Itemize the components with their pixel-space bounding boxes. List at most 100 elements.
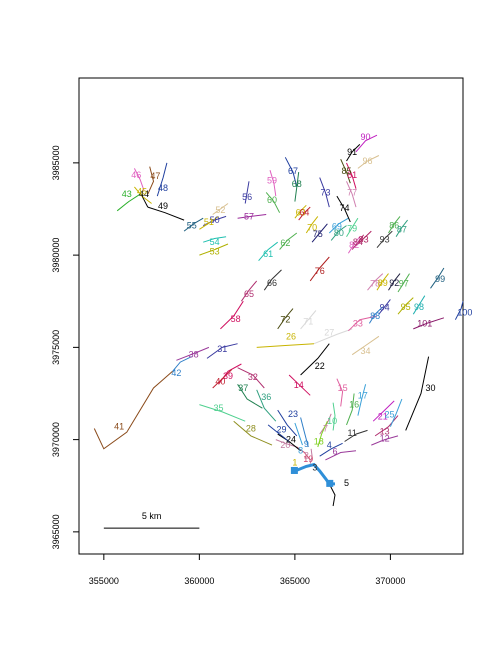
reach-64-line xyxy=(298,206,311,221)
reach-35-label: 35 xyxy=(213,403,223,413)
reach-81-label: 81 xyxy=(347,170,357,180)
reach-98-line xyxy=(412,295,426,315)
reach-60-line xyxy=(265,192,281,213)
reach-62-line xyxy=(279,232,298,250)
reach-12-line xyxy=(371,435,399,446)
reach-22-label: 22 xyxy=(315,361,325,371)
reach-96-label: 96 xyxy=(362,156,372,166)
reach-22-line xyxy=(300,343,330,376)
reach-8-line xyxy=(294,422,303,446)
reach-89-label: 89 xyxy=(378,278,388,288)
reach-30-label: 30 xyxy=(426,383,436,393)
reach-48-line xyxy=(156,162,168,197)
reach-56-label: 56 xyxy=(242,192,252,202)
reach-95-label: 95 xyxy=(401,302,411,312)
reach-72-label: 72 xyxy=(280,315,290,325)
reach-73-label: 73 xyxy=(320,187,330,197)
x-tick-label: 355000 xyxy=(89,576,119,586)
reach-62-label: 62 xyxy=(280,238,290,248)
reach-13-label: 13 xyxy=(380,426,390,436)
y-tick-label: 3975000 xyxy=(51,330,61,365)
y-tick-label: 3970000 xyxy=(51,422,61,457)
reach-53-label: 53 xyxy=(210,246,220,256)
reach-43-label: 43 xyxy=(122,189,132,199)
reach-14-line xyxy=(288,374,311,396)
reach-78-line xyxy=(367,273,384,291)
reach-94-line xyxy=(378,299,391,315)
reach-86-line xyxy=(388,216,401,234)
reach-13-line xyxy=(374,415,399,437)
reach-59-label: 59 xyxy=(267,175,277,185)
reach-70-label: 70 xyxy=(307,222,317,232)
reach-45-line xyxy=(134,186,152,204)
reach-87-label: 87 xyxy=(397,224,407,234)
reach-68-label: 68 xyxy=(292,179,302,189)
reach-29-label: 29 xyxy=(276,424,286,434)
reach-85-line xyxy=(340,158,351,184)
reach-28-line xyxy=(233,420,273,446)
reach-94-label: 94 xyxy=(380,303,390,313)
reach-3-label: 3 xyxy=(312,462,317,472)
reach-23-label: 23 xyxy=(288,409,298,419)
reach-40-line xyxy=(212,369,233,389)
reach-15-label: 15 xyxy=(338,383,348,393)
x-axis: 355000 360000 365000 370000 xyxy=(89,554,405,586)
reach-11-label: 11 xyxy=(348,428,357,438)
reach-100-label: 100 xyxy=(457,307,472,317)
reach-39-label: 39 xyxy=(223,371,233,381)
reach-88-label: 88 xyxy=(370,311,380,321)
reach-93-line xyxy=(376,230,393,249)
reach-28-label: 28 xyxy=(246,424,256,434)
reach-64-label: 64 xyxy=(299,208,309,218)
reach-86-label: 86 xyxy=(389,221,399,231)
reach-75-line xyxy=(311,223,328,243)
reach-84-label: 84 xyxy=(353,237,363,247)
reach-101-line xyxy=(413,317,445,330)
reach-78-label: 78 xyxy=(370,279,380,289)
reach-17-label: 17 xyxy=(358,390,368,400)
reach-79-label: 79 xyxy=(347,223,357,233)
reach-42-line xyxy=(172,356,192,372)
reach-31-label: 31 xyxy=(217,344,227,354)
reach-52-label: 52 xyxy=(215,205,225,215)
reach-58-label: 58 xyxy=(231,314,241,324)
reach-87-line xyxy=(395,219,408,237)
reach-18-line xyxy=(317,420,328,448)
reach-8-label: 8 xyxy=(298,446,303,456)
reach-74-line xyxy=(336,195,351,223)
reach-5-line xyxy=(328,483,336,507)
reach-77-label: 77 xyxy=(347,187,357,197)
reach-12-label: 12 xyxy=(380,434,390,444)
reach-89-line xyxy=(376,273,389,291)
reach-85-label: 85 xyxy=(341,166,351,176)
reach-97-label: 97 xyxy=(399,279,409,289)
reach-34-line xyxy=(351,335,380,356)
reach-92-line xyxy=(388,273,401,291)
y-tick-label: 3965000 xyxy=(51,514,61,549)
reach-95-line xyxy=(397,297,414,315)
reach-32-line xyxy=(237,367,265,389)
reach-41-label: 41 xyxy=(114,422,124,432)
reach-19-line xyxy=(296,446,311,461)
reach-5-label: 5 xyxy=(344,478,349,488)
reach-65-label: 65 xyxy=(244,289,254,299)
reach-80-line xyxy=(330,225,347,241)
reach-75-label: 75 xyxy=(313,229,323,239)
reach-21-line xyxy=(372,400,395,422)
reach-68-line xyxy=(294,172,300,202)
reach-9-label: 9 xyxy=(304,439,309,449)
y-tick-label: 3985000 xyxy=(51,145,61,180)
reach-72-line xyxy=(277,308,294,330)
reach-91-label: 91 xyxy=(347,147,357,157)
reach-29-line xyxy=(267,424,290,442)
reach-74-label: 74 xyxy=(340,203,350,213)
reach-53-line xyxy=(199,243,229,256)
reach-80-label: 80 xyxy=(334,228,344,238)
reach-100-line xyxy=(454,301,464,320)
reach-23-line xyxy=(277,409,298,437)
reach-76-line xyxy=(309,256,330,282)
reach-66-line xyxy=(263,269,282,291)
plot-frame xyxy=(78,77,464,555)
